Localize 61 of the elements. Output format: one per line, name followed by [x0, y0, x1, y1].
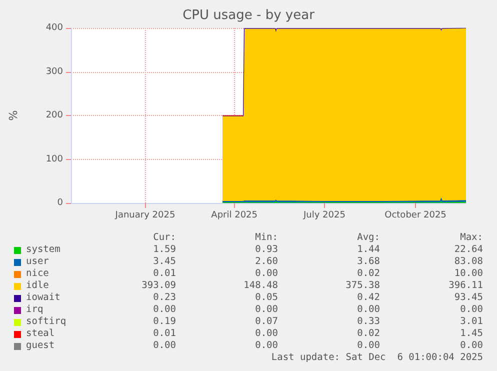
- y-tick-label: 0: [57, 198, 64, 208]
- x-tick-label: January 2025: [114, 210, 176, 220]
- text: 0.01: [153, 268, 176, 280]
- y-tick-label: 400: [46, 23, 64, 33]
- text: 0.00: [153, 340, 176, 352]
- x-tick-label: July 2025: [302, 210, 346, 220]
- text: 0.00: [255, 268, 278, 280]
- y-tick-label: 200: [46, 110, 64, 120]
- text: 0.93: [255, 244, 278, 256]
- text: 0.00: [357, 340, 380, 352]
- y-tick-label: 100: [46, 154, 64, 164]
- text: 1.44: [357, 244, 380, 256]
- text: 0.00: [255, 328, 278, 340]
- legend-label: user: [26, 256, 49, 268]
- text: 0.33: [357, 316, 380, 328]
- text: Avg:: [357, 232, 380, 244]
- legend-label: softirq: [26, 316, 66, 328]
- legend-label: steal: [26, 328, 55, 340]
- legend-label: nice: [26, 268, 49, 280]
- x-tick-label: October 2025: [384, 210, 446, 220]
- text: 0.00: [255, 340, 278, 352]
- text: 0.01: [153, 328, 176, 340]
- text: 0.00: [460, 340, 483, 352]
- legend-label: system: [26, 244, 60, 256]
- legend-label: idle: [26, 280, 49, 292]
- text: 3.45: [153, 256, 176, 268]
- text: 396.11: [448, 280, 483, 292]
- text: 0.42: [357, 292, 380, 304]
- text: 0.00: [153, 304, 176, 316]
- text: 1.59: [153, 244, 176, 256]
- text: 0.19: [153, 316, 176, 328]
- legend-label: iowait: [26, 292, 60, 304]
- text: 0.07: [255, 316, 278, 328]
- y-tick-label: 300: [46, 66, 64, 77]
- legend-label: guest: [26, 340, 55, 352]
- text: Cur:: [153, 232, 176, 244]
- text: 1.45: [460, 328, 483, 340]
- text: 0.23: [153, 292, 176, 304]
- text: 148.48: [244, 280, 278, 292]
- text: 10.00: [454, 268, 483, 280]
- text: 93.45: [454, 292, 483, 304]
- text: Min:: [255, 232, 278, 244]
- text: 0.00: [357, 304, 380, 316]
- text: 2.60: [255, 256, 278, 268]
- text: Max:: [460, 232, 483, 244]
- y-axis-title: %: [7, 110, 20, 121]
- text: Last update: Sat Dec 6 01:00:04 2025: [271, 352, 483, 364]
- text: 0.02: [357, 328, 380, 340]
- chart-title: CPU usage - by year: [182, 8, 316, 23]
- text: 83.08: [454, 256, 483, 268]
- text: 3.01: [460, 316, 483, 328]
- text: 375.38: [346, 280, 380, 292]
- text: 0.02: [357, 268, 380, 280]
- text: 22.64: [454, 244, 483, 256]
- text: 0.00: [255, 304, 278, 316]
- text: 3.68: [357, 256, 380, 268]
- text: 393.09: [142, 280, 176, 292]
- text: 0.05: [255, 292, 278, 304]
- x-tick-label: April 2025: [211, 210, 258, 220]
- legend-label: irq: [26, 304, 44, 316]
- text: 0.00: [460, 304, 483, 316]
